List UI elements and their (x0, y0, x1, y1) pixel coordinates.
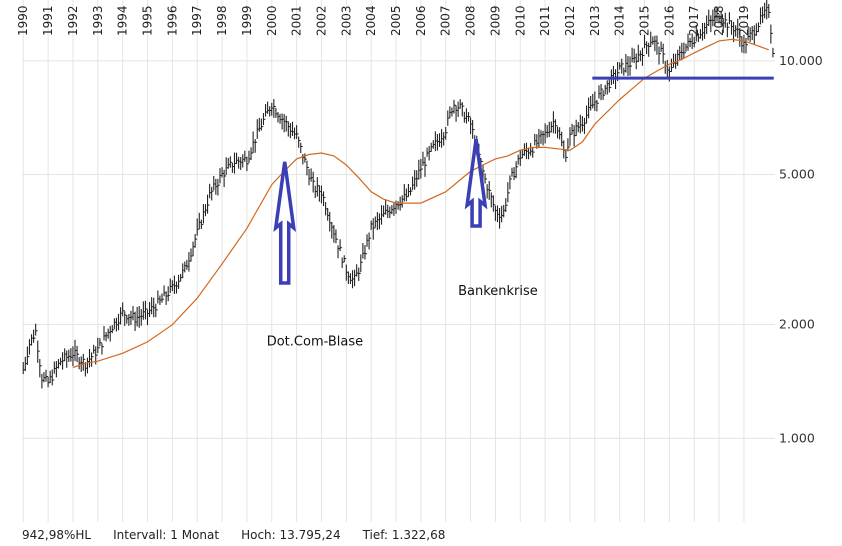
year-tick-label: 2005 (389, 5, 403, 36)
year-tick-label: 2010 (513, 5, 527, 36)
year-tick-label: 1996 (165, 5, 179, 36)
year-tick-label: 2007 (439, 5, 453, 36)
year-tick-label: 2014 (613, 5, 627, 36)
year-tick-label: 1991 (41, 5, 55, 36)
year-tick-label: 2016 (662, 5, 676, 36)
year-tick-label: 2003 (339, 5, 353, 36)
series-layer (22, 0, 775, 389)
year-tick-label: 2006 (414, 5, 428, 36)
year-tick-label: 2011 (538, 5, 552, 36)
year-tick-label: 2013 (588, 5, 602, 36)
year-tick-label: 2002 (314, 5, 328, 36)
up-arrow-icon (273, 161, 297, 285)
status-bar: 942,98%HL Intervall: 1 Monat Hoch: 13.79… (22, 528, 467, 542)
year-tick-label: 1995 (141, 5, 155, 36)
price-tick-label: 10.000 (779, 53, 823, 68)
year-axis: 1990 1991 1992 1993 1994 1995 1996 1997 1998 1999… (16, 5, 751, 36)
year-tick-label: 2017 (687, 5, 701, 36)
year-tick-label: 2012 (563, 5, 577, 36)
price-tick-label: 1.000 (779, 430, 815, 445)
up-arrow-icon (464, 139, 488, 228)
year-tick-label: 1994 (116, 5, 130, 36)
year-tick-label: 2019 (737, 5, 751, 36)
year-tick-label: 1999 (240, 5, 254, 36)
status-low: Tief: 1.322,68 (362, 528, 446, 542)
status-change: 942,98%HL (22, 528, 92, 542)
year-tick-label: 1997 (190, 5, 204, 36)
year-tick-label: 1993 (91, 5, 105, 36)
year-tick-label: 2009 (488, 5, 502, 36)
year-tick-label: 2004 (364, 5, 378, 36)
price-axis: 10.000 5.000 2.000 1.000 (779, 53, 823, 445)
year-tick-label: 1992 (66, 5, 80, 36)
annotation-label: Bankenkrise (458, 284, 538, 299)
year-tick-label: 2000 (265, 5, 279, 36)
year-tick-label: 1998 (215, 5, 229, 36)
year-tick-label: 1990 (16, 5, 30, 36)
price-tick-label: 2.000 (779, 317, 815, 332)
annotation-layer: Dot.Com-Blase Bankenkrise (267, 139, 538, 350)
status-interval: Intervall: 1 Monat (113, 528, 220, 542)
price-tick-label: 5.000 (779, 167, 815, 182)
moving-average-line (72, 38, 770, 369)
year-tick-label: 2008 (464, 5, 478, 36)
status-high: Hoch: 13.795,24 (241, 528, 341, 542)
year-tick-label: 2001 (290, 5, 304, 36)
annotation-label: Dot.Com-Blase (267, 335, 363, 350)
grid-lines (22, 0, 775, 522)
year-tick-label: 2015 (638, 5, 652, 36)
